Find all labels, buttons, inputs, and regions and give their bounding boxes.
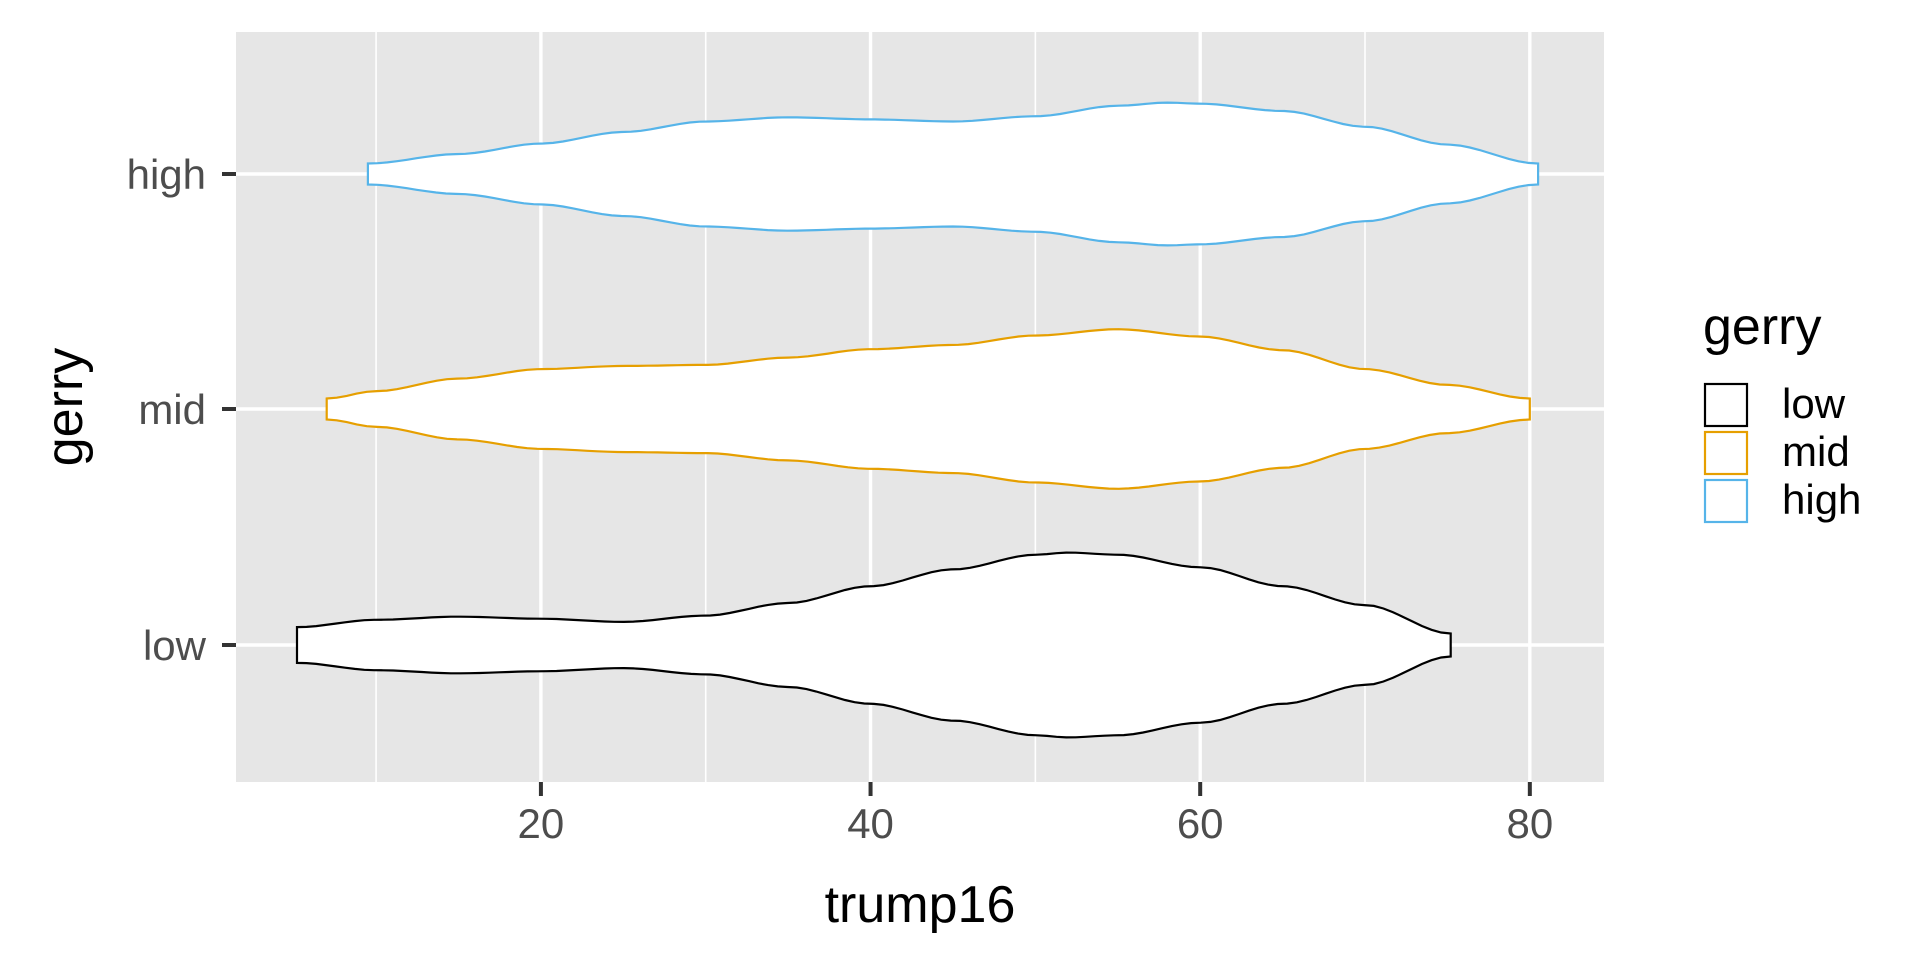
legend-title: gerry bbox=[1703, 298, 1821, 356]
y-tick-label-mid: mid bbox=[138, 386, 206, 433]
legend-key-low bbox=[1703, 382, 1749, 428]
violin-mid bbox=[325, 328, 1531, 490]
x-tick-label: 40 bbox=[847, 800, 894, 847]
violins bbox=[295, 101, 1540, 739]
legend-label-high: high bbox=[1782, 476, 1861, 523]
violin-high bbox=[366, 101, 1540, 247]
x-axis-title: trump16 bbox=[825, 876, 1016, 934]
y-axis-title: gerry bbox=[36, 348, 94, 466]
legend-label-low: low bbox=[1782, 380, 1846, 427]
violin-low bbox=[295, 551, 1452, 739]
legend-key-mid bbox=[1703, 430, 1749, 476]
legend-key-high bbox=[1703, 478, 1749, 524]
y-tick-label-low: low bbox=[143, 622, 207, 669]
x-tick-label: 80 bbox=[1506, 800, 1553, 847]
y-tick-label-high: high bbox=[127, 151, 206, 198]
legend-label-mid: mid bbox=[1782, 428, 1850, 475]
x-axis: 20 40 60 80 bbox=[518, 782, 1553, 847]
y-axis: low mid high bbox=[127, 151, 236, 669]
x-tick-label: 60 bbox=[1177, 800, 1224, 847]
x-tick-label: 20 bbox=[518, 800, 565, 847]
